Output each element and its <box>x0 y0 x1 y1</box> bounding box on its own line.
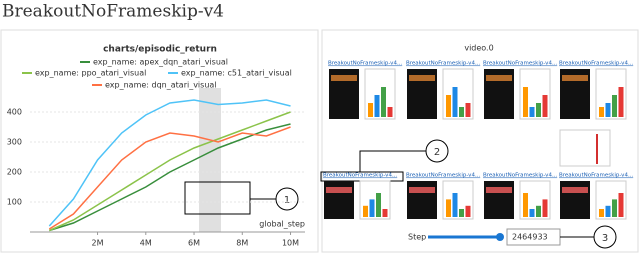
action-bar <box>612 95 617 117</box>
action-bar <box>529 209 535 217</box>
series-line <box>49 123 291 232</box>
action-bar <box>536 103 541 117</box>
step-label: Step <box>408 233 426 242</box>
thumbnail-label[interactable]: BreakoutNoFrameskip-v4... <box>406 61 480 67</box>
y-tick-label: 300 <box>7 138 22 147</box>
game-bricks <box>326 187 352 193</box>
legend-entry: exp_name: dqn_atari_visual <box>105 81 217 90</box>
thumbnail-label[interactable]: BreakoutNoFrameskip-v4... <box>559 61 633 67</box>
action-bar <box>523 193 528 217</box>
game-bricks <box>562 187 588 193</box>
callout-circle <box>593 225 617 249</box>
highlight-band <box>199 88 221 232</box>
action-bar <box>452 87 458 117</box>
distribution-bar <box>596 134 598 164</box>
action-bar <box>542 95 548 117</box>
thumbnail-label[interactable]: BreakoutNoFrameskip-v4... <box>559 173 633 179</box>
game-bricks <box>331 75 357 81</box>
x-tick-label: 6M <box>188 239 200 248</box>
callout-number: 2 <box>434 147 440 158</box>
callout-line <box>359 150 426 172</box>
game-frame <box>484 181 514 219</box>
action-bar <box>465 103 471 117</box>
slider-handle[interactable] <box>496 233 504 241</box>
action-bar <box>452 193 458 217</box>
y-tick-label: 200 <box>7 168 22 177</box>
series-line <box>48 99 291 227</box>
action-bar <box>612 199 617 217</box>
chart-title: charts/episodic_return <box>103 45 217 55</box>
game-bricks <box>486 187 512 193</box>
series-line <box>48 126 291 230</box>
action-bar <box>387 107 393 117</box>
thumbnail-label[interactable]: BreakoutNoFrameskip-v4... <box>328 61 402 67</box>
action-bar <box>542 199 548 217</box>
x-tick-label: 10M <box>282 239 299 248</box>
y-tick-label: 100 <box>7 198 22 207</box>
game-bricks <box>409 75 435 81</box>
action-bar <box>523 87 528 117</box>
action-bar <box>376 193 381 217</box>
page-title: BreakoutNoFrameskip-v4 <box>2 2 224 22</box>
callout-number: 3 <box>602 233 608 244</box>
callout-circle <box>275 187 299 211</box>
action-bar <box>459 107 464 117</box>
video-title: video.0 <box>464 44 493 53</box>
x-tick-label: 2M <box>92 239 104 248</box>
action-bar <box>368 103 373 117</box>
game-frame <box>560 181 590 219</box>
action-bar <box>446 95 451 117</box>
step-value[interactable]: 2464933 <box>512 233 548 242</box>
distribution-plot <box>559 129 611 167</box>
video-panel <box>321 29 639 253</box>
action-bar <box>465 205 471 217</box>
action-bar <box>382 209 388 217</box>
action-bar <box>446 199 451 217</box>
x-tick-label: 8M <box>236 239 248 248</box>
callout-number: 1 <box>284 195 290 206</box>
callout-circle <box>425 139 449 163</box>
action-bar <box>599 107 604 117</box>
action-bar <box>369 199 375 217</box>
game-frame <box>324 181 354 219</box>
x-tick-label: 4M <box>140 239 152 248</box>
callout-box <box>184 181 251 215</box>
legend-entry: exp_name: ppo_atari_visual <box>35 69 146 78</box>
game-bricks <box>486 75 512 81</box>
action-bar <box>599 209 604 217</box>
action-bar <box>529 107 535 117</box>
game-bricks <box>409 187 435 193</box>
game-bricks <box>562 75 588 81</box>
legend-entry: exp_name: apex_dqn_atari_visual <box>93 58 228 67</box>
action-bar <box>605 103 611 117</box>
x-axis-label: global_step <box>259 220 305 229</box>
action-bar <box>363 205 368 217</box>
action-bar <box>605 205 611 217</box>
game-frame <box>407 181 437 219</box>
y-tick-label: 400 <box>7 108 22 117</box>
action-bar <box>618 193 624 217</box>
action-bar <box>381 87 386 117</box>
thumbnail-label[interactable]: BreakoutNoFrameskip-v4... <box>483 61 557 67</box>
legend-entry: exp_name: c51_atari_visual <box>181 69 292 78</box>
action-bar <box>536 205 541 217</box>
action-bar <box>618 87 624 117</box>
thumbnail-label[interactable]: BreakoutNoFrameskip-v4... <box>406 173 480 179</box>
action-bar <box>459 209 464 217</box>
thumbnail-label[interactable]: BreakoutNoFrameskip-v4... <box>483 173 557 179</box>
thumbnail-label[interactable]: BreakoutNoFrameskip-v4... <box>323 173 397 179</box>
series-line <box>48 111 291 232</box>
chart-panel <box>0 29 319 253</box>
action-bar <box>374 95 380 117</box>
